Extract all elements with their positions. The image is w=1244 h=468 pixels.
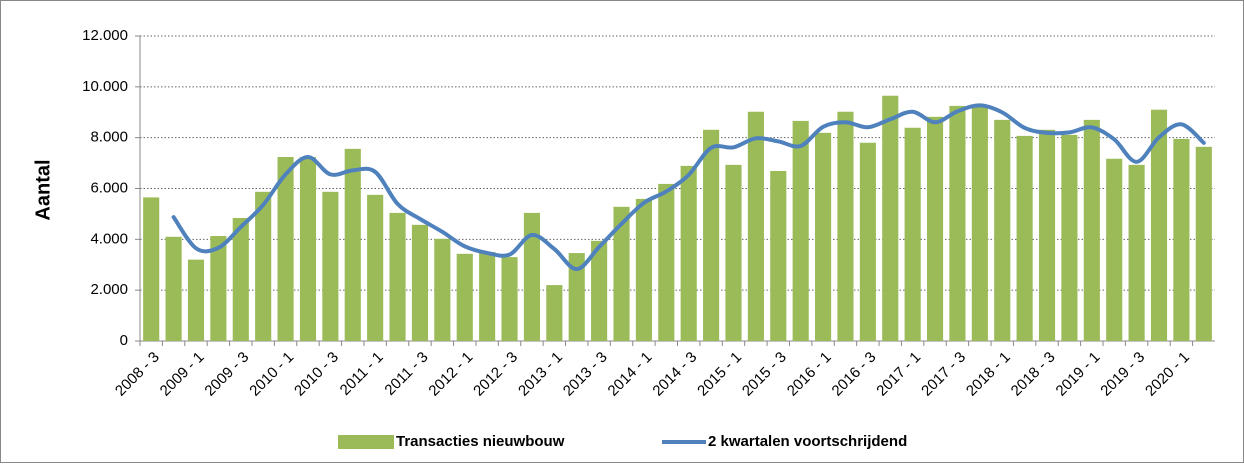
bar xyxy=(479,252,496,341)
y-tick-label: 8.000 xyxy=(90,129,128,146)
bar xyxy=(926,116,944,341)
bar xyxy=(501,257,518,341)
bar xyxy=(971,104,988,341)
bar xyxy=(255,191,272,341)
bar xyxy=(367,194,384,341)
bar xyxy=(143,197,160,341)
bar xyxy=(1016,135,1033,341)
legend-label: Transacties nieuwbouw xyxy=(396,433,565,450)
bar xyxy=(770,170,787,341)
y-tick-label: 6.000 xyxy=(90,179,128,196)
bar xyxy=(210,236,227,341)
bar xyxy=(1083,119,1100,341)
bar xyxy=(546,285,563,341)
bar xyxy=(703,129,720,341)
y-axis-label: Aantal xyxy=(32,159,54,220)
bar xyxy=(815,132,832,341)
bar xyxy=(680,165,697,341)
bar xyxy=(344,148,361,341)
bar xyxy=(523,212,540,341)
bar xyxy=(635,198,652,341)
bar xyxy=(904,127,921,341)
y-tick-label: 0 xyxy=(120,332,128,349)
bar xyxy=(837,111,854,341)
bar xyxy=(277,156,294,341)
bar xyxy=(591,240,608,341)
bar xyxy=(747,111,764,341)
bar xyxy=(792,120,809,342)
bar xyxy=(456,253,473,341)
y-tick-label: 12.000 xyxy=(82,27,128,44)
bar xyxy=(1150,109,1168,341)
bar xyxy=(1061,134,1078,341)
y-tick-label: 10.000 xyxy=(82,78,128,95)
bar xyxy=(1106,158,1123,341)
bar xyxy=(949,105,966,341)
bar xyxy=(882,95,899,342)
legend-swatch xyxy=(338,435,394,449)
bar xyxy=(1173,138,1190,341)
bar xyxy=(232,217,249,341)
bar xyxy=(434,238,451,341)
legend-label: 2 kwartalen voortschrijdend xyxy=(708,433,907,450)
bar xyxy=(613,206,630,341)
bar xyxy=(411,224,429,341)
bar xyxy=(187,259,205,341)
bar xyxy=(859,142,876,341)
bar xyxy=(299,156,317,341)
bar xyxy=(1128,164,1145,341)
line xyxy=(171,103,1206,272)
y-tick-label: 4.000 xyxy=(90,230,128,247)
bar xyxy=(389,212,406,341)
y-tick-label: 2.000 xyxy=(90,281,128,298)
bar xyxy=(658,183,675,341)
bar xyxy=(1038,129,1056,341)
bar xyxy=(322,191,339,341)
bar xyxy=(994,119,1011,341)
bar xyxy=(1195,146,1212,341)
bar xyxy=(165,236,182,341)
bar xyxy=(568,253,585,341)
bar xyxy=(725,164,742,341)
